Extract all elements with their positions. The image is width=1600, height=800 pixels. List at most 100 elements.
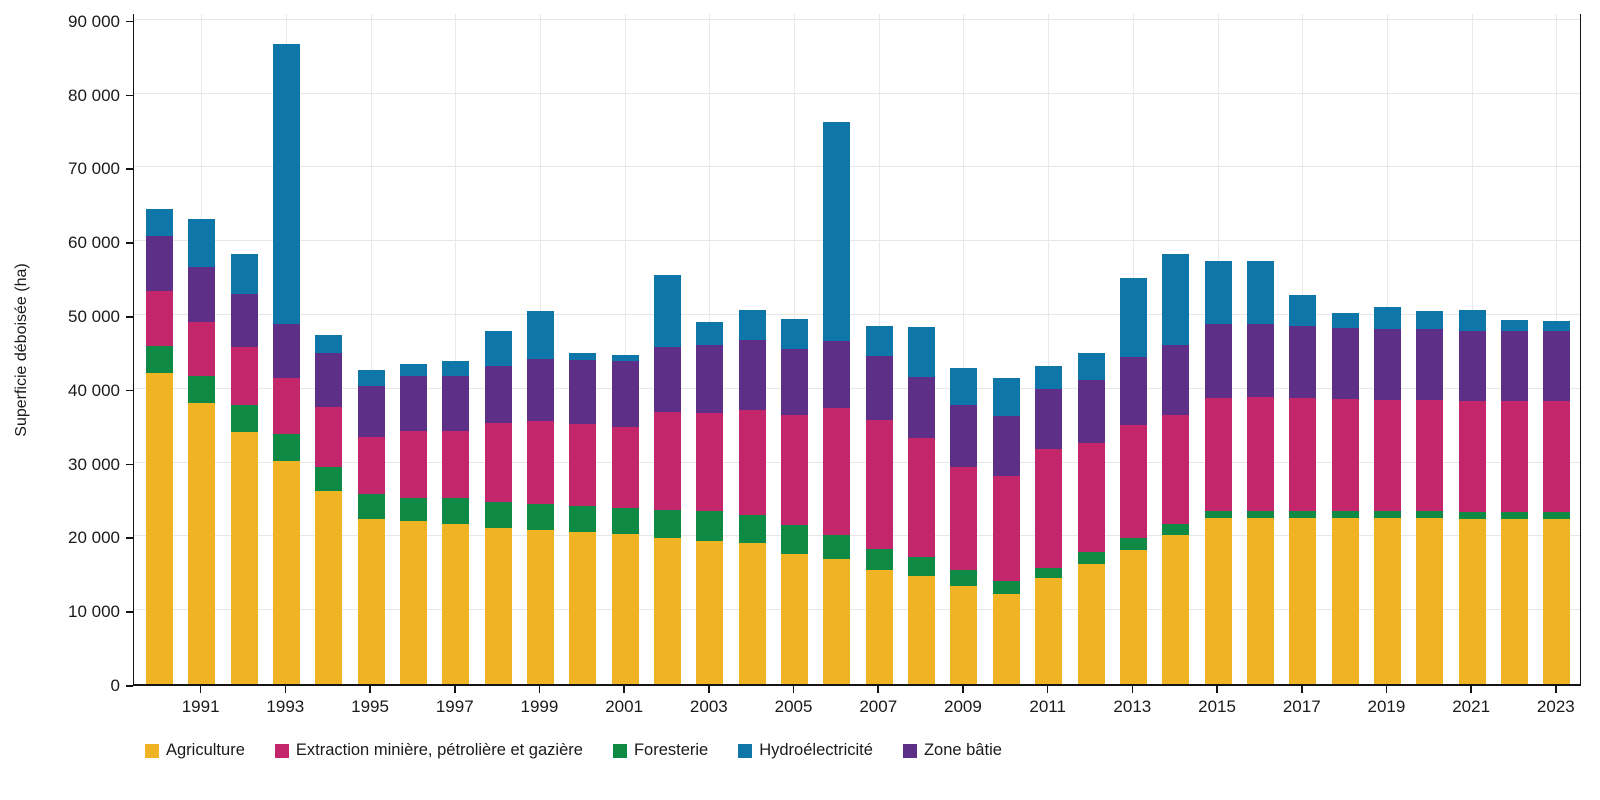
bar-segment-2003[interactable]: [696, 322, 724, 346]
bar-segment-1991[interactable]: [188, 402, 216, 684]
bar-segment-2020[interactable]: [1416, 400, 1444, 511]
bar-segment-2010[interactable]: [992, 378, 1020, 416]
bar-segment-1990[interactable]: [145, 209, 173, 237]
bar-segment-2013[interactable]: [1119, 357, 1147, 425]
bar-segment-1997[interactable]: [442, 524, 470, 684]
bar-segment-2009[interactable]: [950, 367, 978, 406]
bar-segment-2006[interactable]: [823, 340, 851, 409]
bar-segment-2013[interactable]: [1119, 424, 1147, 538]
bar-segment-2010[interactable]: [992, 593, 1020, 684]
bar-segment-2022[interactable]: [1501, 330, 1528, 401]
bar-segment-2011[interactable]: [1035, 388, 1063, 449]
bar-segment-2005[interactable]: [781, 415, 809, 526]
bar-segment-1992[interactable]: [230, 432, 258, 684]
bar-segment-2006[interactable]: [823, 534, 851, 559]
bar-segment-2019[interactable]: [1373, 328, 1401, 401]
bar-segment-2019[interactable]: [1373, 518, 1401, 684]
bar-segment-2022[interactable]: [1501, 511, 1528, 520]
bar-segment-2011[interactable]: [1035, 578, 1063, 684]
bar-segment-2009[interactable]: [950, 586, 978, 684]
bar-2023[interactable]: [1543, 320, 1571, 684]
bar-segment-2004[interactable]: [738, 515, 766, 544]
bar-segment-1991[interactable]: [188, 266, 216, 323]
bar-segment-2000[interactable]: [569, 359, 597, 424]
bar-2010[interactable]: [992, 378, 1020, 684]
bar-segment-2020[interactable]: [1416, 518, 1444, 684]
bar-segment-1996[interactable]: [399, 364, 427, 377]
bar-segment-2018[interactable]: [1331, 327, 1359, 400]
bar-segment-2002[interactable]: [654, 274, 681, 348]
bar-1993[interactable]: [272, 44, 300, 684]
bar-segment-2021[interactable]: [1458, 309, 1486, 331]
bar-2022[interactable]: [1501, 320, 1528, 684]
bar-segment-2008[interactable]: [908, 377, 936, 439]
bar-segment-1993[interactable]: [272, 44, 300, 324]
bar-segment-2016[interactable]: [1246, 396, 1274, 511]
bar-segment-2021[interactable]: [1458, 519, 1486, 684]
bar-segment-2018[interactable]: [1331, 399, 1359, 511]
bar-segment-2002[interactable]: [654, 347, 681, 412]
bar-segment-2000[interactable]: [569, 423, 597, 506]
bar-segment-2001[interactable]: [611, 534, 639, 684]
bar-segment-2016[interactable]: [1246, 510, 1274, 519]
bar-segment-2015[interactable]: [1204, 518, 1232, 684]
bar-segment-2006[interactable]: [823, 408, 851, 535]
bar-segment-2002[interactable]: [654, 537, 681, 684]
bar-1999[interactable]: [526, 310, 554, 684]
bar-segment-2008[interactable]: [908, 438, 936, 558]
bar-segment-2017[interactable]: [1289, 295, 1317, 326]
bar-segment-2010[interactable]: [992, 415, 1020, 476]
bar-1997[interactable]: [442, 360, 470, 684]
bar-segment-2009[interactable]: [950, 405, 978, 468]
bar-segment-2012[interactable]: [1077, 563, 1105, 684]
bar-segment-1995[interactable]: [357, 494, 385, 520]
bar-1990[interactable]: [145, 209, 173, 684]
bar-segment-1992[interactable]: [230, 293, 258, 348]
bar-1991[interactable]: [188, 219, 216, 684]
bar-segment-1994[interactable]: [315, 467, 343, 492]
bar-segment-2001[interactable]: [611, 508, 639, 535]
bar-segment-1992[interactable]: [230, 405, 258, 433]
bar-segment-2017[interactable]: [1289, 398, 1317, 511]
bar-segment-2009[interactable]: [950, 467, 978, 570]
bar-2000[interactable]: [569, 353, 597, 684]
bar-segment-1995[interactable]: [357, 385, 385, 438]
bar-segment-2011[interactable]: [1035, 448, 1063, 568]
bar-segment-2019[interactable]: [1373, 510, 1401, 519]
bar-segment-2016[interactable]: [1246, 323, 1274, 397]
bar-2014[interactable]: [1162, 253, 1190, 684]
bar-segment-2016[interactable]: [1246, 260, 1274, 324]
bar-segment-2015[interactable]: [1204, 510, 1232, 519]
bar-segment-2003[interactable]: [696, 510, 724, 541]
bar-segment-1992[interactable]: [230, 347, 258, 406]
bar-segment-2014[interactable]: [1162, 344, 1190, 415]
bar-segment-2003[interactable]: [696, 412, 724, 511]
bar-segment-2012[interactable]: [1077, 352, 1105, 380]
bar-segment-1998[interactable]: [484, 501, 512, 528]
bar-segment-1999[interactable]: [526, 530, 554, 684]
bar-segment-2002[interactable]: [654, 510, 681, 538]
bar-segment-1990[interactable]: [145, 291, 173, 346]
bar-segment-1999[interactable]: [526, 421, 554, 505]
bar-segment-1998[interactable]: [484, 527, 512, 684]
bar-segment-2010[interactable]: [992, 580, 1020, 594]
bar-segment-2000[interactable]: [569, 505, 597, 532]
bar-segment-2017[interactable]: [1289, 518, 1317, 684]
bar-segment-2012[interactable]: [1077, 552, 1105, 564]
bar-segment-2023[interactable]: [1543, 511, 1571, 520]
bar-segment-1993[interactable]: [272, 323, 300, 379]
bar-2012[interactable]: [1077, 352, 1105, 684]
bar-segment-2013[interactable]: [1119, 537, 1147, 551]
bar-segment-1998[interactable]: [484, 331, 512, 366]
bar-segment-1995[interactable]: [357, 437, 385, 495]
bar-segment-1994[interactable]: [315, 491, 343, 684]
bar-2019[interactable]: [1373, 306, 1401, 684]
bar-segment-1996[interactable]: [399, 497, 427, 522]
bar-segment-2009[interactable]: [950, 569, 978, 587]
bar-segment-2020[interactable]: [1416, 311, 1444, 330]
bar-segment-2019[interactable]: [1373, 400, 1401, 511]
bar-2007[interactable]: [865, 326, 893, 684]
bar-2017[interactable]: [1289, 295, 1317, 684]
bar-segment-1998[interactable]: [484, 423, 512, 502]
bar-segment-2023[interactable]: [1543, 519, 1571, 684]
